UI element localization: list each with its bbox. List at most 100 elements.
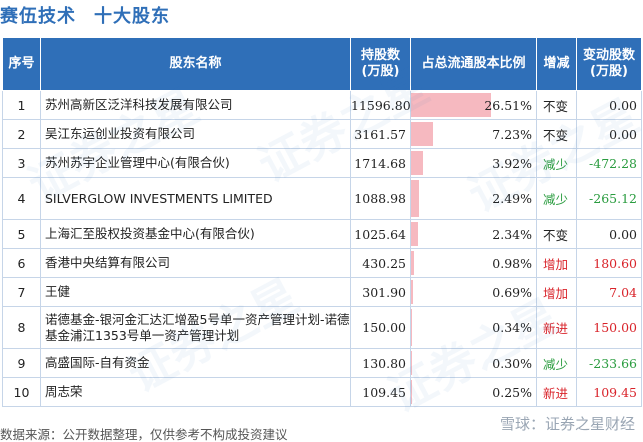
shares-changed: 0.00: [576, 119, 642, 149]
table-row: 10 周志荣 109.45 0.25% 新进 109.45: [2, 377, 642, 407]
change-direction: 增加: [536, 277, 577, 307]
shares-held: 1025.64: [350, 219, 411, 249]
holder-name: 苏州苏宇企业管理中心(有限合伙): [40, 148, 351, 178]
ratio-bar: [411, 151, 423, 175]
row-number: 9: [2, 348, 41, 378]
float-ratio-value: 7.23%: [492, 126, 532, 142]
holder-name: 香港中央结算有限公司: [40, 248, 351, 278]
change-direction: 增加: [536, 248, 577, 278]
row-number: 1: [2, 90, 41, 120]
float-ratio-cell: 2.49%: [410, 177, 537, 220]
ratio-bar: [411, 280, 414, 304]
holder-name: 周志荣: [40, 377, 351, 407]
row-number: 2: [2, 119, 41, 149]
float-ratio-value: 26.51%: [484, 97, 532, 113]
float-ratio-value: 3.92%: [492, 155, 532, 171]
shares-held: 1714.68: [350, 148, 411, 178]
shares-held: 11596.80: [350, 90, 411, 120]
col-header-no: 序号: [2, 37, 41, 91]
ratio-bar: [411, 351, 412, 375]
publisher-mark: 雪球：证券之星财经: [499, 415, 635, 433]
float-ratio-value: 0.30%: [492, 355, 532, 371]
float-ratio-cell: 0.98%: [410, 248, 537, 278]
table-row: 1 苏州高新区泛洋科技发展有限公司 11596.80 26.51% 不变 0.00: [2, 90, 642, 120]
change-direction: 减少: [536, 177, 577, 220]
row-number: 10: [2, 377, 41, 407]
ratio-bar: [411, 180, 419, 217]
shares-held: 301.90: [350, 277, 411, 307]
float-ratio-cell: 0.34%: [410, 306, 537, 349]
holder-name: 苏州高新区泛洋科技发展有限公司: [40, 90, 351, 120]
float-ratio-cell: 0.25%: [410, 377, 537, 407]
col-header-change: 变动股数 (万股): [576, 37, 642, 91]
row-number: 3: [2, 148, 41, 178]
shares-changed: 7.04: [576, 277, 642, 307]
ratio-bar: [411, 222, 419, 246]
shares-changed: -472.28: [576, 148, 642, 178]
table-row: 7 王健 301.90 0.69% 增加 7.04: [2, 277, 642, 307]
table-row: 8 诺德基金-银河金汇达汇增盈5号单一资产管理计划-诺德基金浦江1353号单一资产…: [2, 306, 642, 349]
float-ratio-cell: 26.51%: [410, 90, 537, 120]
col-header-name: 股东名称: [40, 37, 351, 91]
change-direction: 新进: [536, 377, 577, 407]
row-number: 7: [2, 277, 41, 307]
change-direction: 不变: [536, 90, 577, 120]
shares-held: 109.45: [350, 377, 411, 407]
float-ratio-value: 2.49%: [492, 191, 532, 206]
holder-name: 王健: [40, 277, 351, 307]
table-row: 5 上海汇至股权投资基金中心(有限合伙) 1025.64 2.34% 不变 0.00: [2, 219, 642, 249]
shares-changed: 180.60: [576, 248, 642, 278]
shares-held: 1088.98: [350, 177, 411, 220]
col-header-trend: 增减: [536, 37, 577, 91]
table-row: 4 SILVERGLOW INVESTMENTS LIMITED 1088.98 2.…: [2, 177, 642, 220]
float-ratio-cell: 0.30%: [410, 348, 537, 378]
change-direction: 不变: [536, 119, 577, 149]
table-row: 9 高盛国际-自有资金 130.80 0.30% 减少 -233.66: [2, 348, 642, 378]
change-direction: 减少: [536, 348, 577, 378]
float-ratio-value: 0.34%: [492, 320, 532, 335]
title-bar: 赛伍技术 十大股东: [0, 0, 643, 30]
float-ratio-cell: 2.34%: [410, 219, 537, 249]
table-header-row: 序号 股东名称 持股数 (万股) 占总流通股本比例 增减 变动股数 (万股): [2, 37, 642, 91]
change-direction: 不变: [536, 219, 577, 249]
table-body: 1 苏州高新区泛洋科技发展有限公司 11596.80 26.51% 不变 0.00 2 吴江东…: [2, 90, 642, 407]
ratio-bar: [411, 251, 414, 275]
table-row: 2 吴江东运创业投资有限公司 3161.57 7.23% 不变 0.00: [2, 119, 642, 149]
shares-changed: 0.00: [576, 90, 642, 120]
shares-changed: 109.45: [576, 377, 642, 407]
col-header-shares: 持股数 (万股): [350, 37, 411, 91]
shares-changed: -265.12: [576, 177, 642, 220]
change-direction: 新进: [536, 306, 577, 349]
ratio-bar: [411, 122, 433, 146]
page-subject: 十大股东: [94, 6, 170, 27]
float-ratio-value: 2.34%: [492, 226, 532, 242]
shares-changed: 0.00: [576, 219, 642, 249]
holder-name: 高盛国际-自有资金: [40, 348, 351, 378]
row-number: 5: [2, 219, 41, 249]
ratio-bar: [411, 309, 413, 346]
data-source-note: 数据来源：公开数据整理，仅供参考不构成投资建议: [0, 427, 288, 442]
row-number: 8: [2, 306, 41, 349]
table-row: 3 苏州苏宇企业管理中心(有限合伙) 1714.68 3.92% 减少 -472.28: [2, 148, 642, 178]
shares-held: 3161.57: [350, 119, 411, 149]
shares-held: 150.00: [350, 306, 411, 349]
top-ten-holders-table: 序号 股东名称 持股数 (万股) 占总流通股本比例 增减 变动股数 (万股) 1 苏州…: [2, 37, 642, 407]
float-ratio-value: 0.25%: [492, 384, 532, 400]
shares-changed: -233.66: [576, 348, 642, 378]
holder-name: 上海汇至股权投资基金中心(有限合伙): [40, 219, 351, 249]
shares-changed: 150.00: [576, 306, 642, 349]
float-ratio-cell: 0.69%: [410, 277, 537, 307]
ratio-bar: [411, 93, 491, 117]
holder-name: 吴江东运创业投资有限公司: [40, 119, 351, 149]
float-ratio-cell: 3.92%: [410, 148, 537, 178]
row-number: 4: [2, 177, 41, 220]
shares-held: 430.25: [350, 248, 411, 278]
company-title: 赛伍技术: [0, 6, 76, 27]
ratio-bar: [411, 380, 412, 404]
holder-name: 诺德基金-银河金汇达汇增盈5号单一资产管理计划-诺德基金浦江1353号单一资产管…: [40, 306, 351, 349]
float-ratio-value: 0.69%: [492, 284, 532, 300]
table-row: 6 香港中央结算有限公司 430.25 0.98% 增加 180.60: [2, 248, 642, 278]
change-direction: 减少: [536, 148, 577, 178]
float-ratio-cell: 7.23%: [410, 119, 537, 149]
row-number: 6: [2, 248, 41, 278]
